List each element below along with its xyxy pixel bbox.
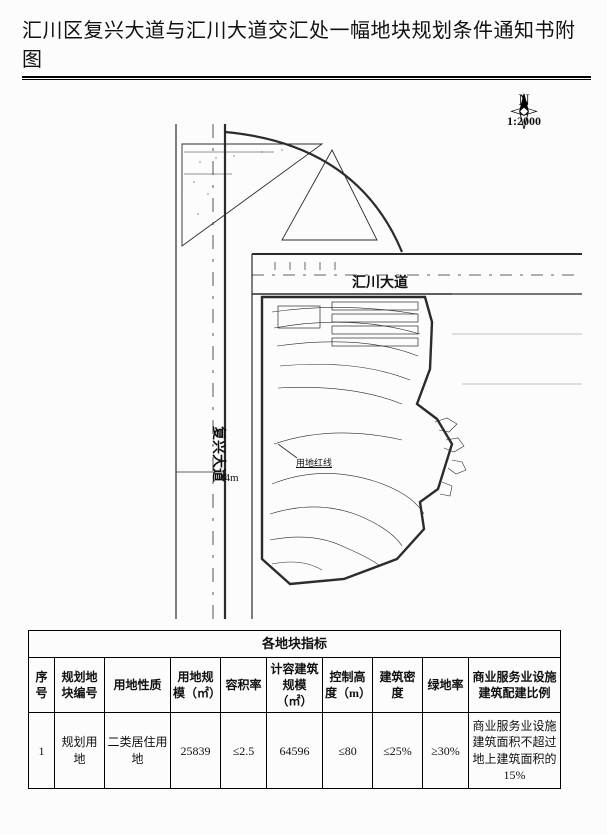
cell-far: ≤2.5: [221, 713, 267, 789]
col-green: 绿地率: [423, 657, 469, 713]
table-row: 1 规划用地 二类居住用地 25839 ≤2.5 64596 ≤80 ≤25% …: [29, 713, 561, 789]
table-header-row: 序号 规划地块编号 用地性质 用地规模（㎡） 容积率 计容建筑规模（㎡） 控制高…: [29, 657, 561, 713]
cell-commercial: 商业服务业设施建筑面积不超过地上建筑面积的15%: [469, 713, 561, 789]
col-far: 容积率: [221, 657, 267, 713]
cell-land-area: 25839: [171, 713, 221, 789]
cell-green: ≥30%: [423, 713, 469, 789]
col-commercial: 商业服务业设施建筑配建比例: [469, 657, 561, 713]
col-land-area: 用地规模（㎡）: [171, 657, 221, 713]
cell-density: ≤25%: [373, 713, 423, 789]
col-land-use: 用地性质: [105, 657, 171, 713]
cell-gfa: 64596: [267, 713, 323, 789]
road-width-dimension: 44m: [219, 472, 239, 484]
indicators-table-wrap: 各地块指标 序号 规划地块编号 用地性质 用地规模（㎡） 容积率 计容建筑规模（…: [28, 630, 560, 789]
table-caption-row: 各地块指标: [29, 631, 561, 658]
col-density: 建筑密度: [373, 657, 423, 713]
col-seq: 序号: [29, 657, 55, 713]
col-gfa: 计容建筑规模（㎡）: [267, 657, 323, 713]
cell-height: ≤80: [323, 713, 373, 789]
redline-label: 用地红线: [296, 456, 332, 469]
cell-seq: 1: [29, 713, 55, 789]
cell-block-no: 规划用地: [55, 713, 105, 789]
indicators-table: 各地块指标 序号 规划地块编号 用地性质 用地规模（㎡） 容积率 计容建筑规模（…: [28, 630, 561, 789]
col-block-no: 规划地块编号: [55, 657, 105, 713]
title-underline: [22, 76, 591, 80]
compass: N 1:2000: [507, 92, 541, 129]
col-height: 控制高度（m）: [323, 657, 373, 713]
site-plan-svg: [22, 84, 591, 624]
cell-land-use: 二类居住用地: [105, 713, 171, 789]
page-title: 汇川区复兴大道与汇川大道交汇处一幅地块规划条件通知书附图: [22, 14, 591, 74]
site-plan-figure: N 1:2000 汇川大道 复兴大道 44m 用地红线: [22, 84, 591, 624]
table-caption: 各地块指标: [29, 631, 561, 658]
compass-icon: [507, 92, 541, 129]
road-label-huichuan: 汇川大道: [352, 272, 408, 292]
